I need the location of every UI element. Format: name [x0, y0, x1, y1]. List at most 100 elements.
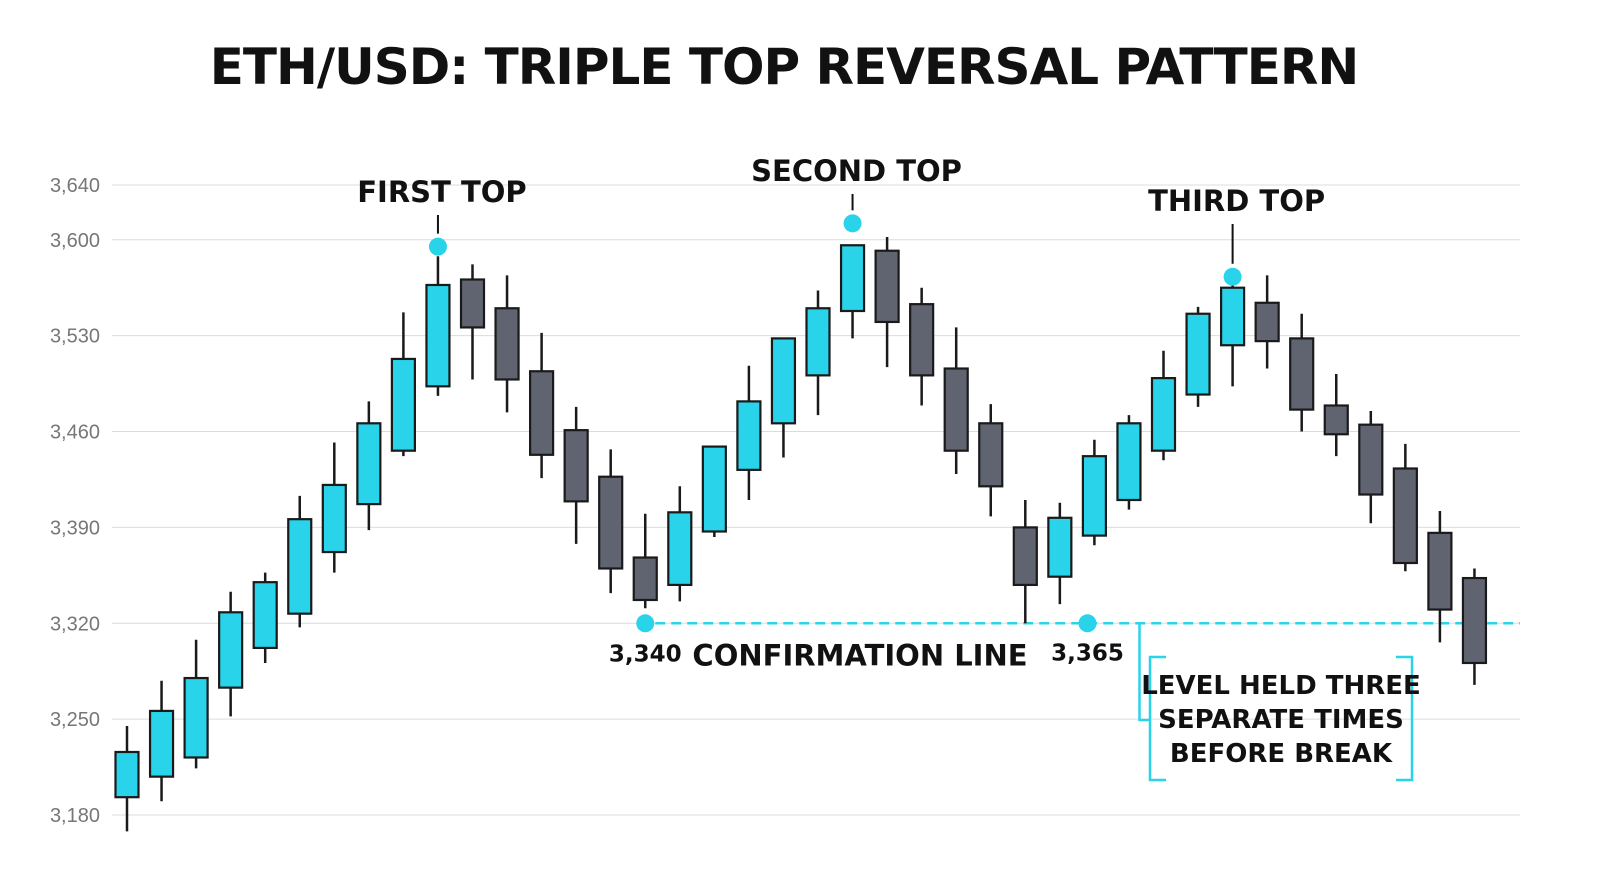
candle-body [1323, 404, 1349, 436]
candle-body [1289, 337, 1315, 411]
candle [1358, 410, 1384, 524]
candle [252, 572, 278, 663]
candle-body [148, 709, 175, 778]
candle [978, 404, 1004, 517]
chart-title: ETH/USD: TRIPLE TOP REVERSAL PATTERN [209, 38, 1360, 96]
y-tick-label: 3,180 [50, 805, 100, 827]
candle [1254, 275, 1280, 369]
candle [1323, 374, 1349, 457]
callout-text-line-3: BEFORE BREAK [1170, 739, 1393, 769]
y-tick-label: 3,530 [50, 326, 100, 348]
candle-body [1427, 531, 1453, 611]
first-top-marker [428, 237, 447, 256]
candle [1289, 313, 1315, 432]
candle [1150, 350, 1177, 461]
candle-body [1219, 286, 1246, 347]
candle [1461, 568, 1488, 685]
candle-body [632, 556, 658, 602]
candle-body [978, 422, 1004, 488]
second-low-label: 3,365 [1051, 640, 1124, 666]
candle-body [1358, 423, 1384, 496]
candle [563, 406, 589, 544]
candle-body [598, 475, 624, 570]
candle [770, 337, 797, 458]
callout-bracket-left [1148, 655, 1166, 782]
candle [943, 327, 969, 474]
candle-body [390, 357, 416, 452]
candle [667, 486, 693, 602]
candle [183, 639, 209, 769]
annotations: FIRST TOP SECOND TOP THIRD TOP 3,340 3,3… [357, 154, 1520, 782]
candle-body [874, 249, 900, 324]
candle [321, 442, 347, 573]
candle [1081, 439, 1108, 546]
candle [218, 591, 244, 717]
candle [528, 332, 555, 479]
candle-body [667, 511, 693, 587]
candle-body [287, 518, 313, 615]
candle-body [459, 278, 486, 329]
second-top-marker [843, 214, 862, 233]
candle [1047, 502, 1073, 605]
candle [425, 256, 451, 396]
candle-body [1254, 301, 1280, 343]
candle [459, 264, 486, 380]
markers [428, 214, 1242, 633]
candle [1012, 500, 1038, 624]
candle [356, 401, 382, 531]
candle [494, 275, 520, 413]
candle-body [321, 483, 347, 554]
second-low-marker [1078, 614, 1097, 633]
candle-body [1116, 422, 1142, 502]
first-low-marker [636, 614, 655, 633]
candle-body [805, 307, 831, 377]
candle-body [425, 283, 451, 388]
candle-body [770, 337, 797, 425]
candle [390, 312, 416, 457]
candle [1185, 306, 1211, 407]
callout-connector [1138, 623, 1150, 722]
candle [598, 449, 624, 594]
candle-body [1185, 312, 1211, 396]
candle [701, 445, 727, 537]
candle-body [839, 244, 866, 313]
candle [632, 513, 658, 609]
candle-body [909, 303, 935, 377]
candle-body [943, 367, 969, 452]
candle-body [1150, 377, 1177, 452]
candle [114, 725, 140, 832]
candle [148, 680, 175, 802]
y-tick-label: 3,640 [50, 175, 100, 197]
candle [1392, 443, 1418, 572]
candle-body [1047, 516, 1073, 578]
callout-bracket-right [1396, 655, 1414, 782]
candle [1427, 510, 1453, 643]
callout-text-line-2: SEPARATE TIMES [1158, 705, 1404, 735]
candle-body [218, 611, 244, 689]
second-top-label: SECOND TOP [751, 154, 962, 188]
candle [287, 495, 313, 628]
candle [1116, 415, 1142, 510]
candle [736, 365, 762, 500]
candle-body [114, 750, 140, 799]
candle-body [356, 422, 382, 506]
candle-body [1461, 576, 1488, 665]
candle-body [1392, 467, 1418, 565]
callout-text-line-1: LEVEL HELD THREE [1141, 671, 1421, 701]
y-tick-label: 3,320 [50, 613, 100, 635]
candle-body [701, 445, 727, 533]
candle [874, 237, 900, 368]
candle [839, 244, 866, 339]
candle [909, 287, 935, 406]
candle-body [494, 307, 520, 381]
candle-body [563, 429, 589, 503]
candle-body [736, 400, 762, 471]
confirmation-line-label: CONFIRMATION LINE [692, 638, 1027, 672]
y-tick-label: 3,600 [50, 230, 100, 252]
y-tick-label: 3,390 [50, 517, 100, 539]
candle-body [528, 370, 555, 456]
candle-body [1012, 526, 1038, 587]
candle [805, 290, 831, 416]
y-tick-label: 3,460 [50, 422, 100, 444]
first-top-label: FIRST TOP [357, 175, 526, 209]
